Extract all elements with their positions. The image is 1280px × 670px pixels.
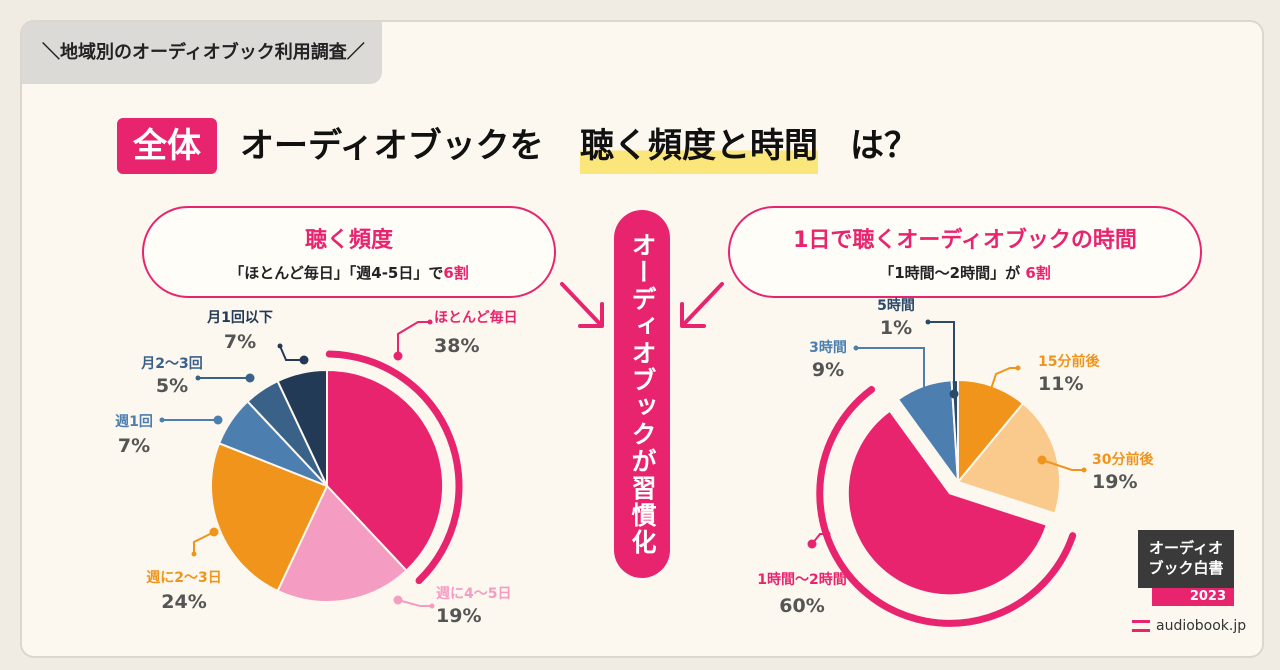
slice-label: 週に4〜5日 — [436, 586, 511, 602]
leader-dot — [949, 389, 959, 399]
duration-pie — [816, 378, 1077, 627]
leader-line — [397, 321, 430, 356]
leader-end — [277, 343, 283, 349]
leader-dot — [393, 595, 403, 605]
slice-label: 15分前後 — [1038, 353, 1100, 370]
slice-label: 30分前後 — [1092, 451, 1154, 468]
frequency-callout-text: 「ほとんど毎日」「週4-5日」で — [229, 264, 444, 282]
leader-end — [1081, 467, 1087, 473]
pie-slice — [956, 401, 1062, 515]
duration-pie-labels: 15分前後 11% 30分前後 19% 1時間〜2時間 60% 3時間 9% 5時間 1% — [757, 297, 1154, 617]
duration-callout-text: 「1時間〜2時間」が — [879, 264, 1021, 282]
pie-slice — [276, 484, 408, 603]
leader-end — [429, 603, 435, 609]
pie-slice — [276, 368, 328, 487]
slice-label: 1時間〜2時間 — [757, 571, 846, 588]
leader-end — [427, 319, 433, 325]
frequency-pie-labels: ほとんど毎日 38% 週に4〜5日 19% 週に2〜3日 24% 週1回 7% 月2〜3回 5% 月… — [115, 309, 517, 627]
frequency-pie — [210, 350, 463, 603]
leader-line — [279, 345, 304, 361]
page-title-part1: オーディオブックを — [240, 126, 544, 166]
whitepaper-logo: オーディオ ブック白書 2023 — [1138, 530, 1234, 606]
slice-value: 19% — [436, 605, 481, 627]
frequency-callout: 聴く頻度 「ほとんど毎日」「週4-5日」で6割 — [142, 206, 556, 298]
habit-banner-text: オーディオブックが習慣化 — [628, 232, 657, 556]
slice-value: 38% — [434, 335, 479, 357]
leader-end — [191, 551, 197, 557]
leader-end — [195, 375, 201, 381]
leader-end — [1015, 365, 1021, 371]
slice-value: 60% — [779, 595, 824, 617]
slice-label: 3時間 — [809, 339, 847, 356]
pie-slice — [846, 409, 1049, 597]
slice-label: 5時間 — [877, 297, 915, 314]
duration-callout: 1日で聴くオーディオブックの時間 「1時間〜2時間」が 6割 — [728, 206, 1202, 298]
survey-tag: ＼地域別のオーディオブック利用調査／ — [22, 22, 382, 84]
leader-end — [853, 345, 859, 351]
highlight-ring — [325, 350, 463, 585]
slice-value: 7% — [224, 331, 256, 353]
brand-logo: audiobook.jp — [1132, 618, 1246, 634]
frequency-callout-sub: 「ほとんど毎日」「週4-5日」で6割 — [144, 262, 554, 283]
leader-dot — [983, 393, 993, 403]
slice-value: 11% — [1038, 373, 1083, 395]
leader-line — [987, 367, 1018, 399]
page-title-highlight: 聴く頻度と時間 — [580, 118, 818, 174]
brand-name: audiobook.jp — [1156, 618, 1247, 634]
leader-dot — [393, 351, 403, 361]
arrow-left — [560, 282, 604, 328]
highlight-ring — [816, 386, 1077, 627]
slice-value: 1% — [880, 317, 912, 339]
leader-end — [825, 531, 831, 537]
slice-value: 19% — [1092, 471, 1137, 493]
arrow-right — [680, 282, 724, 328]
habit-banner: オーディオブックが習慣化 — [614, 210, 670, 578]
pie-slice — [210, 441, 329, 593]
slice-label: 月1回以下 — [206, 310, 273, 326]
logo-line1: オーディオ — [1149, 539, 1223, 557]
leader-dot — [213, 415, 223, 425]
overall-badge: 全体 — [117, 118, 217, 174]
logo-line2: ブック白書 — [1148, 559, 1224, 577]
slice-label: ほとんど毎日 — [434, 309, 518, 326]
leader-end — [925, 319, 931, 325]
leader-line — [397, 599, 432, 607]
frequency-callout-heading: 聴く頻度 — [304, 228, 393, 253]
logo-year: 2023 — [1152, 588, 1234, 606]
slice-value: 5% — [156, 375, 188, 397]
duration-callout-sub: 「1時間〜2時間」が 6割 — [730, 262, 1200, 283]
charts-canvas: ほとんど毎日 38% 週に4〜5日 19% 週に2〜3日 24% 週1回 7% 月2〜3回 5% 月… — [115, 282, 1154, 627]
slice-label: 月2〜3回 — [140, 356, 202, 372]
leader-dot — [1037, 455, 1047, 465]
page-title-part3: は？ — [850, 126, 918, 166]
slice-value: 7% — [118, 435, 150, 457]
leader-line — [1041, 459, 1084, 471]
duration-callout-heading: 1日で聴くオーディオブックの時間 — [793, 228, 1137, 253]
leader-dot — [299, 355, 309, 365]
frequency-callout-highlight: 6割 — [443, 264, 469, 282]
leader-line — [856, 347, 925, 394]
slice-value: 24% — [161, 591, 206, 613]
infographic-card: ＼地域別のオーディオブック利用調査／ 全体 オーディオブックを 聴く頻度と時間 … — [20, 20, 1264, 658]
leader-dot — [245, 373, 255, 383]
slice-label: 週1回 — [115, 414, 153, 430]
leader-line — [193, 531, 215, 554]
leader-dot — [919, 389, 929, 399]
leader-line — [928, 321, 955, 394]
book-icon — [1132, 620, 1150, 632]
leader-end — [159, 417, 165, 423]
pie-slice — [326, 368, 444, 572]
slice-value: 9% — [812, 359, 844, 381]
duration-callout-highlight: 6割 — [1025, 264, 1051, 282]
slice-label: 週に2〜3日 — [146, 570, 221, 586]
leader-dot — [807, 539, 817, 549]
leader-dot — [209, 527, 219, 537]
